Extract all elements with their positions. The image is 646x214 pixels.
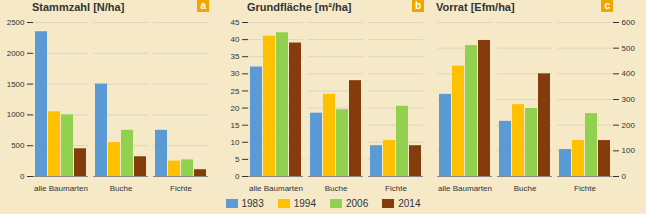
html-text:2014: 2014 xyxy=(398,197,421,209)
svg-text:Fichte: Fichte xyxy=(170,184,192,193)
svg-text:10: 10 xyxy=(231,138,240,147)
svg-text:1000: 1000 xyxy=(7,110,25,119)
svg-text:0: 0 xyxy=(20,172,25,181)
html-text:1983: 1983 xyxy=(241,197,264,209)
svg-text:35: 35 xyxy=(231,52,240,61)
html-text:a: a xyxy=(200,0,206,11)
svg-text:0: 0 xyxy=(622,172,627,181)
svg-text:alle Baumarten: alle Baumarten xyxy=(34,184,88,193)
svg-text:20: 20 xyxy=(231,104,240,113)
svg-text:2000: 2000 xyxy=(7,49,25,58)
html-text:Grundfläche [m²/ha]: Grundfläche [m²/ha] xyxy=(247,1,352,13)
svg-text:alle Baumarten: alle Baumarten xyxy=(438,184,492,193)
html-text:Stammzahl [N/ha]: Stammzahl [N/ha] xyxy=(32,1,125,13)
svg-text:25: 25 xyxy=(231,87,240,96)
svg-text:Fichte: Fichte xyxy=(385,184,407,193)
svg-text:2500: 2500 xyxy=(7,18,25,27)
svg-text:100: 100 xyxy=(622,146,636,155)
svg-text:400: 400 xyxy=(622,69,636,78)
html-text:Vorrat [Efm/ha]: Vorrat [Efm/ha] xyxy=(436,1,515,13)
html-text:c: c xyxy=(604,0,610,11)
svg-text:40: 40 xyxy=(231,35,240,44)
svg-text:45: 45 xyxy=(231,18,240,27)
svg-text:200: 200 xyxy=(622,121,636,130)
svg-text:1500: 1500 xyxy=(7,80,25,89)
svg-text:Buche: Buche xyxy=(514,184,537,193)
svg-text:600: 600 xyxy=(622,18,636,27)
html-text:2006: 2006 xyxy=(346,197,369,209)
svg-text:30: 30 xyxy=(231,69,240,78)
svg-text:Fichte: Fichte xyxy=(574,184,596,193)
svg-text:Buche: Buche xyxy=(325,184,348,193)
svg-text:5: 5 xyxy=(235,155,240,164)
svg-text:500: 500 xyxy=(11,141,25,150)
svg-text:500: 500 xyxy=(622,44,636,53)
svg-text:0: 0 xyxy=(235,172,240,181)
html-text:b: b xyxy=(414,0,421,11)
html-text:1994: 1994 xyxy=(293,197,316,209)
svg-text:Buche: Buche xyxy=(110,184,133,193)
svg-text:300: 300 xyxy=(622,95,636,104)
svg-text:15: 15 xyxy=(231,121,240,130)
svg-text:alle Baumarten: alle Baumarten xyxy=(249,184,303,193)
